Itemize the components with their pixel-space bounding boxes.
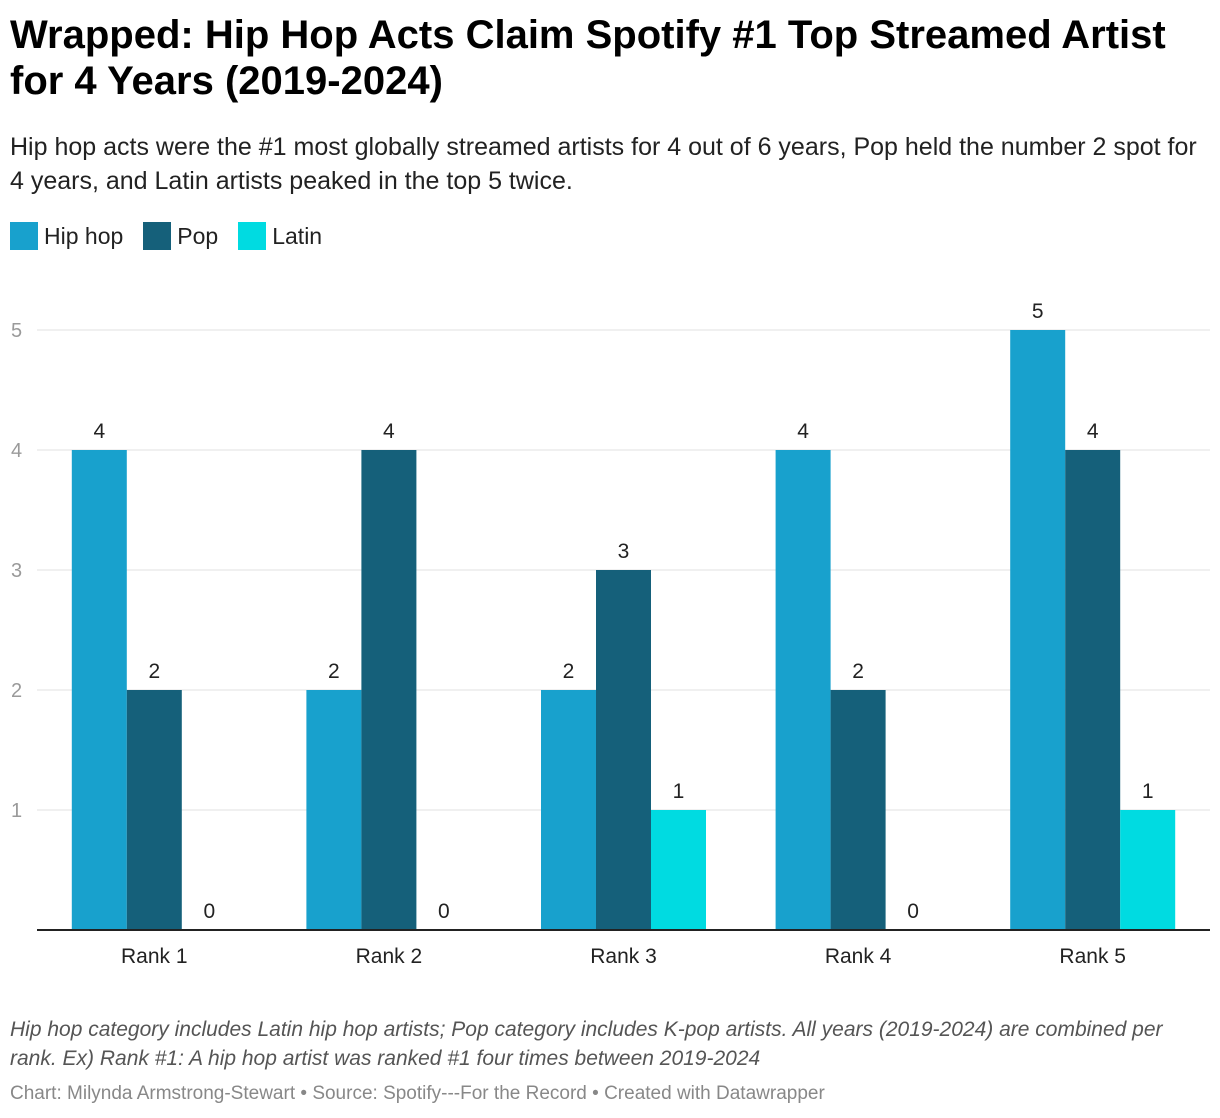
legend-item-hip-hop: Hip hop: [10, 222, 123, 250]
bar: [775, 450, 831, 930]
data-label: 2: [328, 660, 340, 683]
legend-item-pop: Pop: [143, 222, 218, 250]
chart-subtitle: Hip hop acts were the #1 most globally s…: [10, 133, 1197, 195]
credit-author: Chart: Milynda Armstrong-Stewart: [10, 1083, 296, 1104]
bar: [1120, 810, 1176, 930]
credit-separator: •: [586, 1083, 605, 1104]
bar-chart: 1 2 3 4 5 4 2 0 Rank 1 2 4 0 Rank 2 2 3 1 Rank 3 4 2 0 Rank …: [11, 300, 1210, 968]
x-tick-label: Rank 4: [825, 945, 892, 968]
bar: [1065, 450, 1121, 930]
legend-label-latin: Latin: [272, 222, 323, 249]
legend: Hip hop Pop Latin: [10, 221, 342, 251]
bar: [71, 450, 127, 930]
legend-swatch-hip-hop: [10, 222, 38, 250]
data-label: 5: [1032, 300, 1044, 323]
legend-label-hip-hop: Hip hop: [44, 222, 124, 249]
bar: [541, 690, 596, 930]
data-label: 3: [618, 540, 630, 563]
chart-title: Wrapped: Hip Hop Acts Claim Spotify #1 T…: [10, 13, 1166, 103]
x-tick-label: Rank 2: [356, 945, 423, 968]
bar: [596, 570, 651, 930]
data-label: 1: [1142, 780, 1154, 803]
data-label: 4: [797, 420, 809, 443]
data-label: 0: [907, 900, 919, 923]
bar: [126, 690, 182, 930]
x-tick-label: Rank 3: [590, 945, 657, 968]
data-label: 1: [673, 780, 685, 803]
y-tick-label: 3: [11, 560, 22, 582]
bar: [306, 690, 362, 930]
credit-created: Created with Datawrapper: [604, 1083, 825, 1104]
legend-swatch-pop: [143, 222, 172, 250]
bar: [830, 690, 886, 930]
data-label: 0: [203, 900, 215, 923]
bar: [651, 810, 706, 930]
data-label: 2: [563, 660, 575, 683]
x-tick-label: Rank 1: [121, 945, 188, 968]
data-label: 4: [93, 420, 105, 443]
y-tick-label: 5: [11, 320, 22, 342]
y-tick-label: 1: [11, 800, 22, 822]
data-label: 4: [1087, 420, 1099, 443]
legend-label-pop: Pop: [177, 222, 219, 249]
data-label: 2: [852, 660, 864, 683]
data-label: 2: [148, 660, 160, 683]
bar: [1010, 330, 1066, 930]
legend-swatch-latin: [238, 222, 267, 250]
credit-separator: •: [295, 1083, 313, 1104]
bar: [361, 450, 417, 930]
y-tick-label: 4: [11, 440, 22, 462]
legend-item-latin: Latin: [238, 222, 322, 250]
x-tick-label: Rank 5: [1059, 945, 1126, 968]
data-label: 4: [383, 420, 395, 443]
chart-notes: Hip hop category includes Latin hip hop …: [10, 1018, 1163, 1070]
chart-credit: Chart: Milynda Armstrong-Stewart • Sourc…: [10, 1082, 1205, 1106]
data-label: 0: [438, 900, 450, 923]
y-tick-label: 2: [11, 680, 22, 702]
credit-source: Source: Spotify---For the Record: [312, 1083, 587, 1104]
